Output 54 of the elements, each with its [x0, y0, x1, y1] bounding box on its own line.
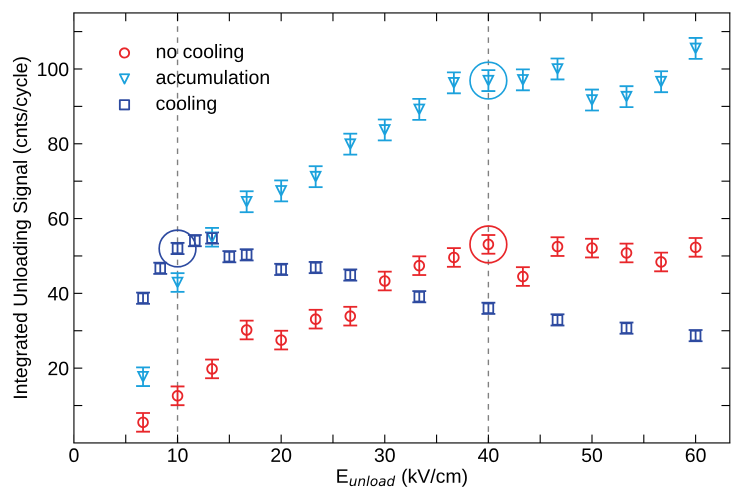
point [469, 225, 508, 264]
x-tick-label: 20 [271, 448, 292, 462]
point [275, 185, 287, 197]
point [379, 275, 391, 287]
point [586, 242, 598, 254]
point [310, 313, 322, 325]
point [448, 77, 460, 89]
point [344, 269, 356, 281]
point [240, 249, 252, 261]
y-tick-label: 100 [38, 62, 68, 76]
point [310, 170, 322, 182]
x-axis-title: E$_{unload}$ (kV/cm) [337, 468, 467, 487]
point [620, 90, 632, 102]
point [655, 76, 667, 88]
point [137, 370, 149, 383]
y-tick-label: 80 [48, 137, 68, 152]
point [275, 264, 287, 276]
point [414, 290, 426, 302]
point [690, 242, 702, 254]
point [552, 63, 564, 75]
point [620, 247, 632, 259]
point [517, 270, 529, 282]
y-tick-label: 60 [48, 212, 68, 226]
point [586, 94, 598, 106]
y-axis-title: Integrated Unloading Signal (cnts/cycle) [12, 57, 32, 398]
point [448, 252, 460, 264]
x-tick-label: 10 [168, 448, 188, 462]
point [137, 416, 149, 428]
point [414, 260, 426, 272]
point [310, 262, 322, 274]
x-tick-label: 50 [582, 448, 602, 462]
legend-label: accumulation [156, 70, 269, 84]
point [655, 256, 667, 268]
point [690, 42, 702, 54]
point [240, 324, 252, 336]
x-tick-label: 30 [374, 448, 395, 462]
point [240, 196, 252, 208]
y-tick-label: 20 [48, 362, 68, 376]
point [206, 363, 218, 375]
point [275, 334, 287, 346]
x-tick-label: 60 [686, 448, 706, 462]
legend-label: no cooling [156, 44, 243, 62]
point [344, 138, 356, 150]
point [172, 390, 184, 402]
x-tick-label: 40 [478, 448, 498, 462]
point [379, 124, 391, 136]
y-tick-label: 40 [48, 286, 68, 301]
legend-label: cooling [156, 96, 216, 114]
point [344, 310, 356, 322]
point [517, 74, 529, 86]
x-tick-label: 0 [69, 448, 79, 462]
point [172, 276, 184, 288]
point [552, 240, 564, 252]
point [414, 104, 426, 116]
